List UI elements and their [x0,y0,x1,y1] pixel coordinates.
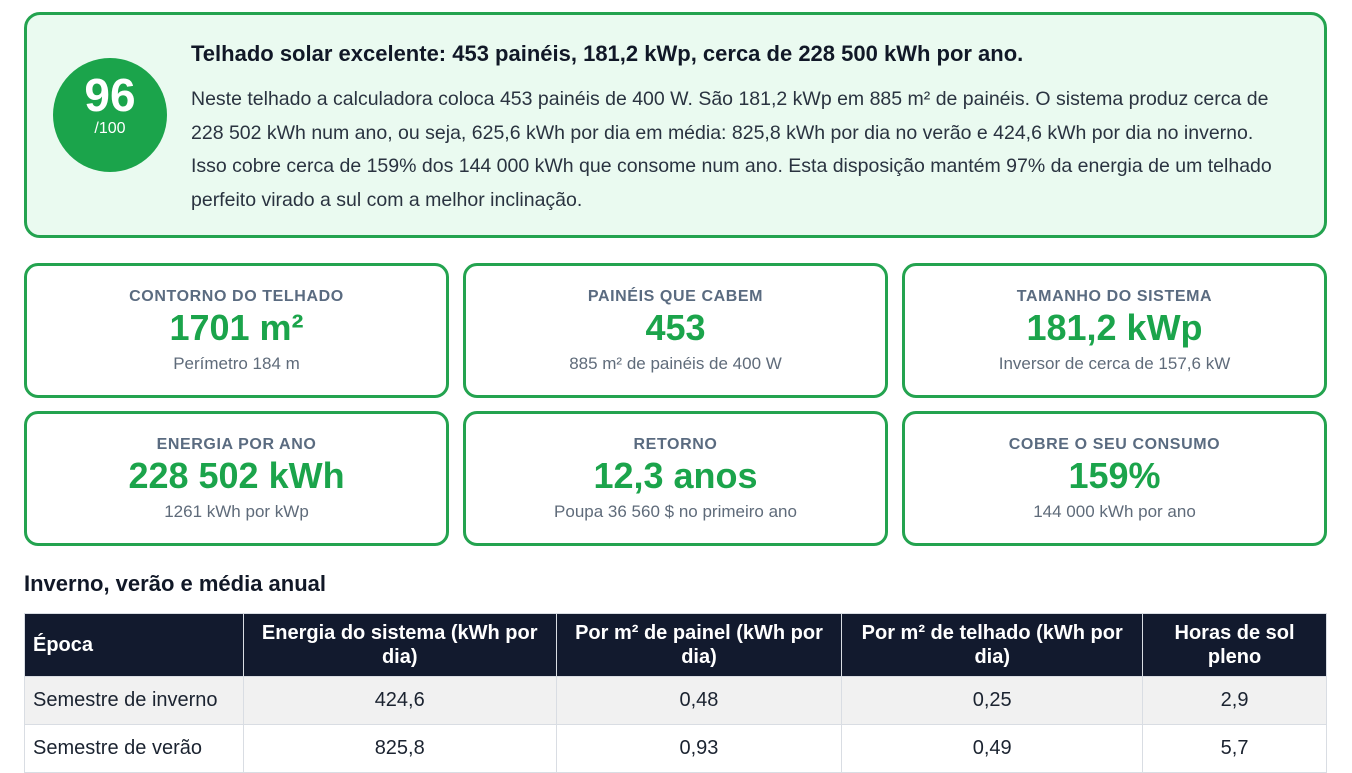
card-label: RETORNO [633,436,718,453]
card-sub: 144 000 kWh por ano [1033,502,1196,521]
stat-card: RETORNO 12,3 anos Poupa 36 560 $ no primei… [463,411,888,546]
score-max: /100 [94,120,126,137]
card-sub: Perímetro 184 m [173,354,300,373]
stat-card: PAINÉIS QUE CABEM 453 885 m² de painéis de… [463,263,888,398]
season-table: Época Energia do sistema (kWh por dia) Por… [24,613,1327,773]
card-grid: CONTORNO DO TELHADO 1701 m² Perímetro 184 … [24,263,1327,546]
card-label: ENERGIA POR ANO [156,436,317,453]
table-cell: 0,93 [555,724,843,773]
card-label: PAINÉIS QUE CABEM [587,288,764,305]
table-cell: 5,7 [1142,724,1327,773]
table-body: Semestre de inverno 424,6 0,48 0,25 2,9 Semes… [24,676,1327,773]
column-header: Por m² de painel (kWh por dia) [555,613,843,677]
table-cell: Semestre de inverno [24,676,244,725]
column-header: Horas de sol pleno [1142,613,1327,677]
card-value: 12,3 anos [593,455,758,496]
card-value: 453 [645,307,706,348]
table-cell: 2,9 [1142,676,1327,725]
card-label: CONTORNO DO TELHADO [129,288,344,305]
stat-card: ENERGIA POR ANO 228 502 kWh 1261 kWh por k… [24,411,449,546]
summary-title: Telhado solar excelente: 453 painéis, 18… [191,41,1024,66]
stat-card: TAMANHO DO SISTEMA 181,2 kWp Inversor de c… [902,263,1327,398]
card-label: COBRE O SEU CONSUMO [1008,436,1221,453]
table-cell: 825,8 [242,724,557,773]
table-title: Inverno, verão e média anual [24,571,327,596]
column-header: Energia do sistema (kWh por dia) [242,613,557,677]
card-sub: Poupa 36 560 $ no primeiro ano [554,502,797,521]
table-cell: Semestre de verão [24,724,244,773]
card-sub: 885 m² de painéis de 400 W [569,354,782,373]
card-sub: 1261 kWh por kWp [164,502,309,521]
column-header: Por m² de telhado (kWh por dia) [841,613,1144,677]
stat-card: CONTORNO DO TELHADO 1701 m² Perímetro 184 … [24,263,449,398]
table-cell: 424,6 [242,676,557,725]
score-badge: 96 /100 [53,58,167,172]
table-cell: 0,48 [555,676,843,725]
header-row: Época Energia do sistema (kWh por dia) Por… [24,613,1327,677]
card-value: 228 502 kWh [128,455,345,496]
card-value: 159% [1068,455,1161,496]
table-cell: 0,49 [841,724,1144,773]
summary-box: 96 /100 Telhado solar excelente: 453 pai… [24,12,1327,238]
card-sub: Inversor de cerca de 157,6 kW [998,354,1231,373]
card-label: TAMANHO DO SISTEMA [1016,288,1213,305]
card-value: 181,2 kWp [1026,307,1203,348]
card-value: 1701 m² [169,307,304,348]
table-row: Semestre de verão 825,8 0,93 0,49 5,7 [24,724,1327,773]
table-row: Semestre de inverno 424,6 0,48 0,25 2,9 [24,676,1327,725]
score: 96 [84,69,136,121]
table-cell: 0,25 [841,676,1144,725]
stat-card: COBRE O SEU CONSUMO 159% 144 000 kWh por a… [902,411,1327,546]
summary-text: Neste telhado a calculadora coloca 453 p… [191,88,1272,211]
column-header: Época [24,613,244,677]
